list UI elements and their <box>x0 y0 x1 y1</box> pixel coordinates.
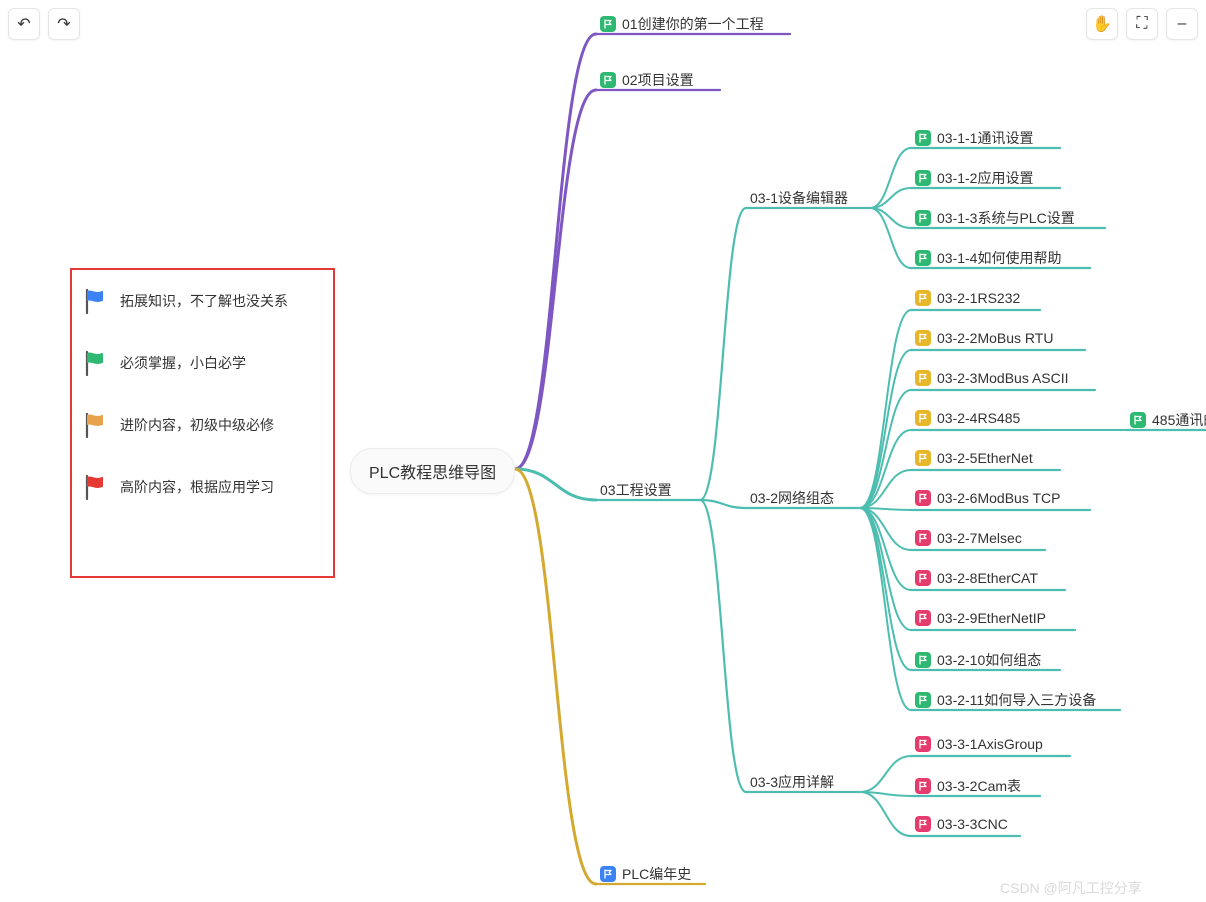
flag-icon <box>915 490 931 506</box>
node-label: 03-2-3ModBus ASCII <box>937 370 1069 386</box>
watermark-text: CSDN @阿凡工控分享 <box>1000 880 1142 896</box>
branch-node[interactable]: 03工程设置 <box>600 480 672 500</box>
grandchild-node[interactable]: 03-2-7Melsec <box>915 530 1022 546</box>
flag-icon <box>1130 412 1146 428</box>
grandchild-node[interactable]: 03-2-11如何导入三方设备 <box>915 690 1096 710</box>
flag-icon <box>915 170 931 186</box>
node-label: 03-2-4RS485 <box>937 410 1020 426</box>
grandchild-node[interactable]: 03-1-2应用设置 <box>915 168 1033 188</box>
node-label: 03-2网络组态 <box>750 488 834 508</box>
node-label: 03-1-2应用设置 <box>937 168 1033 188</box>
flag-icon <box>915 450 931 466</box>
flag-icon <box>915 610 931 626</box>
flag-icon <box>600 72 616 88</box>
node-label: 03-2-2MoBus RTU <box>937 330 1053 346</box>
flag-icon <box>915 410 931 426</box>
grandchild-node[interactable]: 03-2-2MoBus RTU <box>915 330 1053 346</box>
grandchild-node[interactable]: 03-3-2Cam表 <box>915 776 1021 796</box>
flag-icon <box>915 816 931 832</box>
branch-node[interactable]: 02项目设置 <box>600 70 694 90</box>
grandchild-node[interactable]: 03-2-6ModBus TCP <box>915 490 1060 506</box>
flag-icon <box>915 250 931 266</box>
node-label: 03-2-1RS232 <box>937 290 1020 306</box>
grandchild-node[interactable]: 03-1-1通讯设置 <box>915 128 1033 148</box>
node-label: 03-2-9EtherNetIP <box>937 610 1046 626</box>
grandchild-node[interactable]: 03-2-4RS485 <box>915 410 1020 426</box>
node-label: 03-2-6ModBus TCP <box>937 490 1060 506</box>
grandchild-node[interactable]: 03-2-3ModBus ASCII <box>915 370 1069 386</box>
grandchild-node[interactable]: 03-1-3系统与PLC设置 <box>915 208 1075 228</box>
grandchild-node[interactable]: 03-2-10如何组态 <box>915 650 1041 670</box>
node-label: 03工程设置 <box>600 480 672 500</box>
mindmap-nodes: 01创建你的第一个工程 02项目设置 03工程设置 03-1设备编辑器 03-1-1… <box>0 0 1206 902</box>
child-node[interactable]: 03-2网络组态 <box>750 488 834 508</box>
node-label: 03-3-2Cam表 <box>937 776 1021 796</box>
node-label: 03-2-8EtherCAT <box>937 570 1038 586</box>
node-label: 02项目设置 <box>622 70 694 90</box>
node-label: 485通讯的实 <box>1152 410 1206 430</box>
flag-icon <box>600 16 616 32</box>
child-node[interactable]: 03-3应用详解 <box>750 772 834 792</box>
node-label: 03-1设备编辑器 <box>750 188 848 208</box>
extra-node[interactable]: 485通讯的实 <box>1130 410 1206 430</box>
flag-icon <box>915 530 931 546</box>
branch-node[interactable]: PLC编年史 <box>600 864 691 884</box>
branch-node[interactable]: 01创建你的第一个工程 <box>600 14 764 34</box>
node-label: PLC编年史 <box>622 864 691 884</box>
flag-icon <box>915 692 931 708</box>
grandchild-node[interactable]: 03-1-4如何使用帮助 <box>915 248 1061 268</box>
grandchild-node[interactable]: 03-2-1RS232 <box>915 290 1020 306</box>
flag-icon <box>600 866 616 882</box>
flag-icon <box>915 370 931 386</box>
node-label: 01创建你的第一个工程 <box>622 14 764 34</box>
node-label: 03-1-4如何使用帮助 <box>937 248 1061 268</box>
grandchild-node[interactable]: 03-2-8EtherCAT <box>915 570 1038 586</box>
node-label: 03-3应用详解 <box>750 772 834 792</box>
node-label: 03-3-3CNC <box>937 816 1008 832</box>
grandchild-node[interactable]: 03-2-9EtherNetIP <box>915 610 1046 626</box>
grandchild-node[interactable]: 03-3-3CNC <box>915 816 1008 832</box>
grandchild-node[interactable]: 03-2-5EtherNet <box>915 450 1033 466</box>
node-label: 03-2-11如何导入三方设备 <box>937 690 1096 710</box>
flag-icon <box>915 570 931 586</box>
flag-icon <box>915 652 931 668</box>
child-node[interactable]: 03-1设备编辑器 <box>750 188 848 208</box>
flag-icon <box>915 210 931 226</box>
node-label: 03-1-3系统与PLC设置 <box>937 208 1075 228</box>
flag-icon <box>915 290 931 306</box>
flag-icon <box>915 330 931 346</box>
grandchild-node[interactable]: 03-3-1AxisGroup <box>915 736 1043 752</box>
flag-icon <box>915 130 931 146</box>
watermark: CSDN @阿凡工控分享 <box>1000 878 1142 898</box>
node-label: 03-2-7Melsec <box>937 530 1022 546</box>
node-label: 03-1-1通讯设置 <box>937 128 1033 148</box>
flag-icon <box>915 778 931 794</box>
node-label: 03-3-1AxisGroup <box>937 736 1043 752</box>
node-label: 03-2-5EtherNet <box>937 450 1033 466</box>
node-label: 03-2-10如何组态 <box>937 650 1041 670</box>
flag-icon <box>915 736 931 752</box>
